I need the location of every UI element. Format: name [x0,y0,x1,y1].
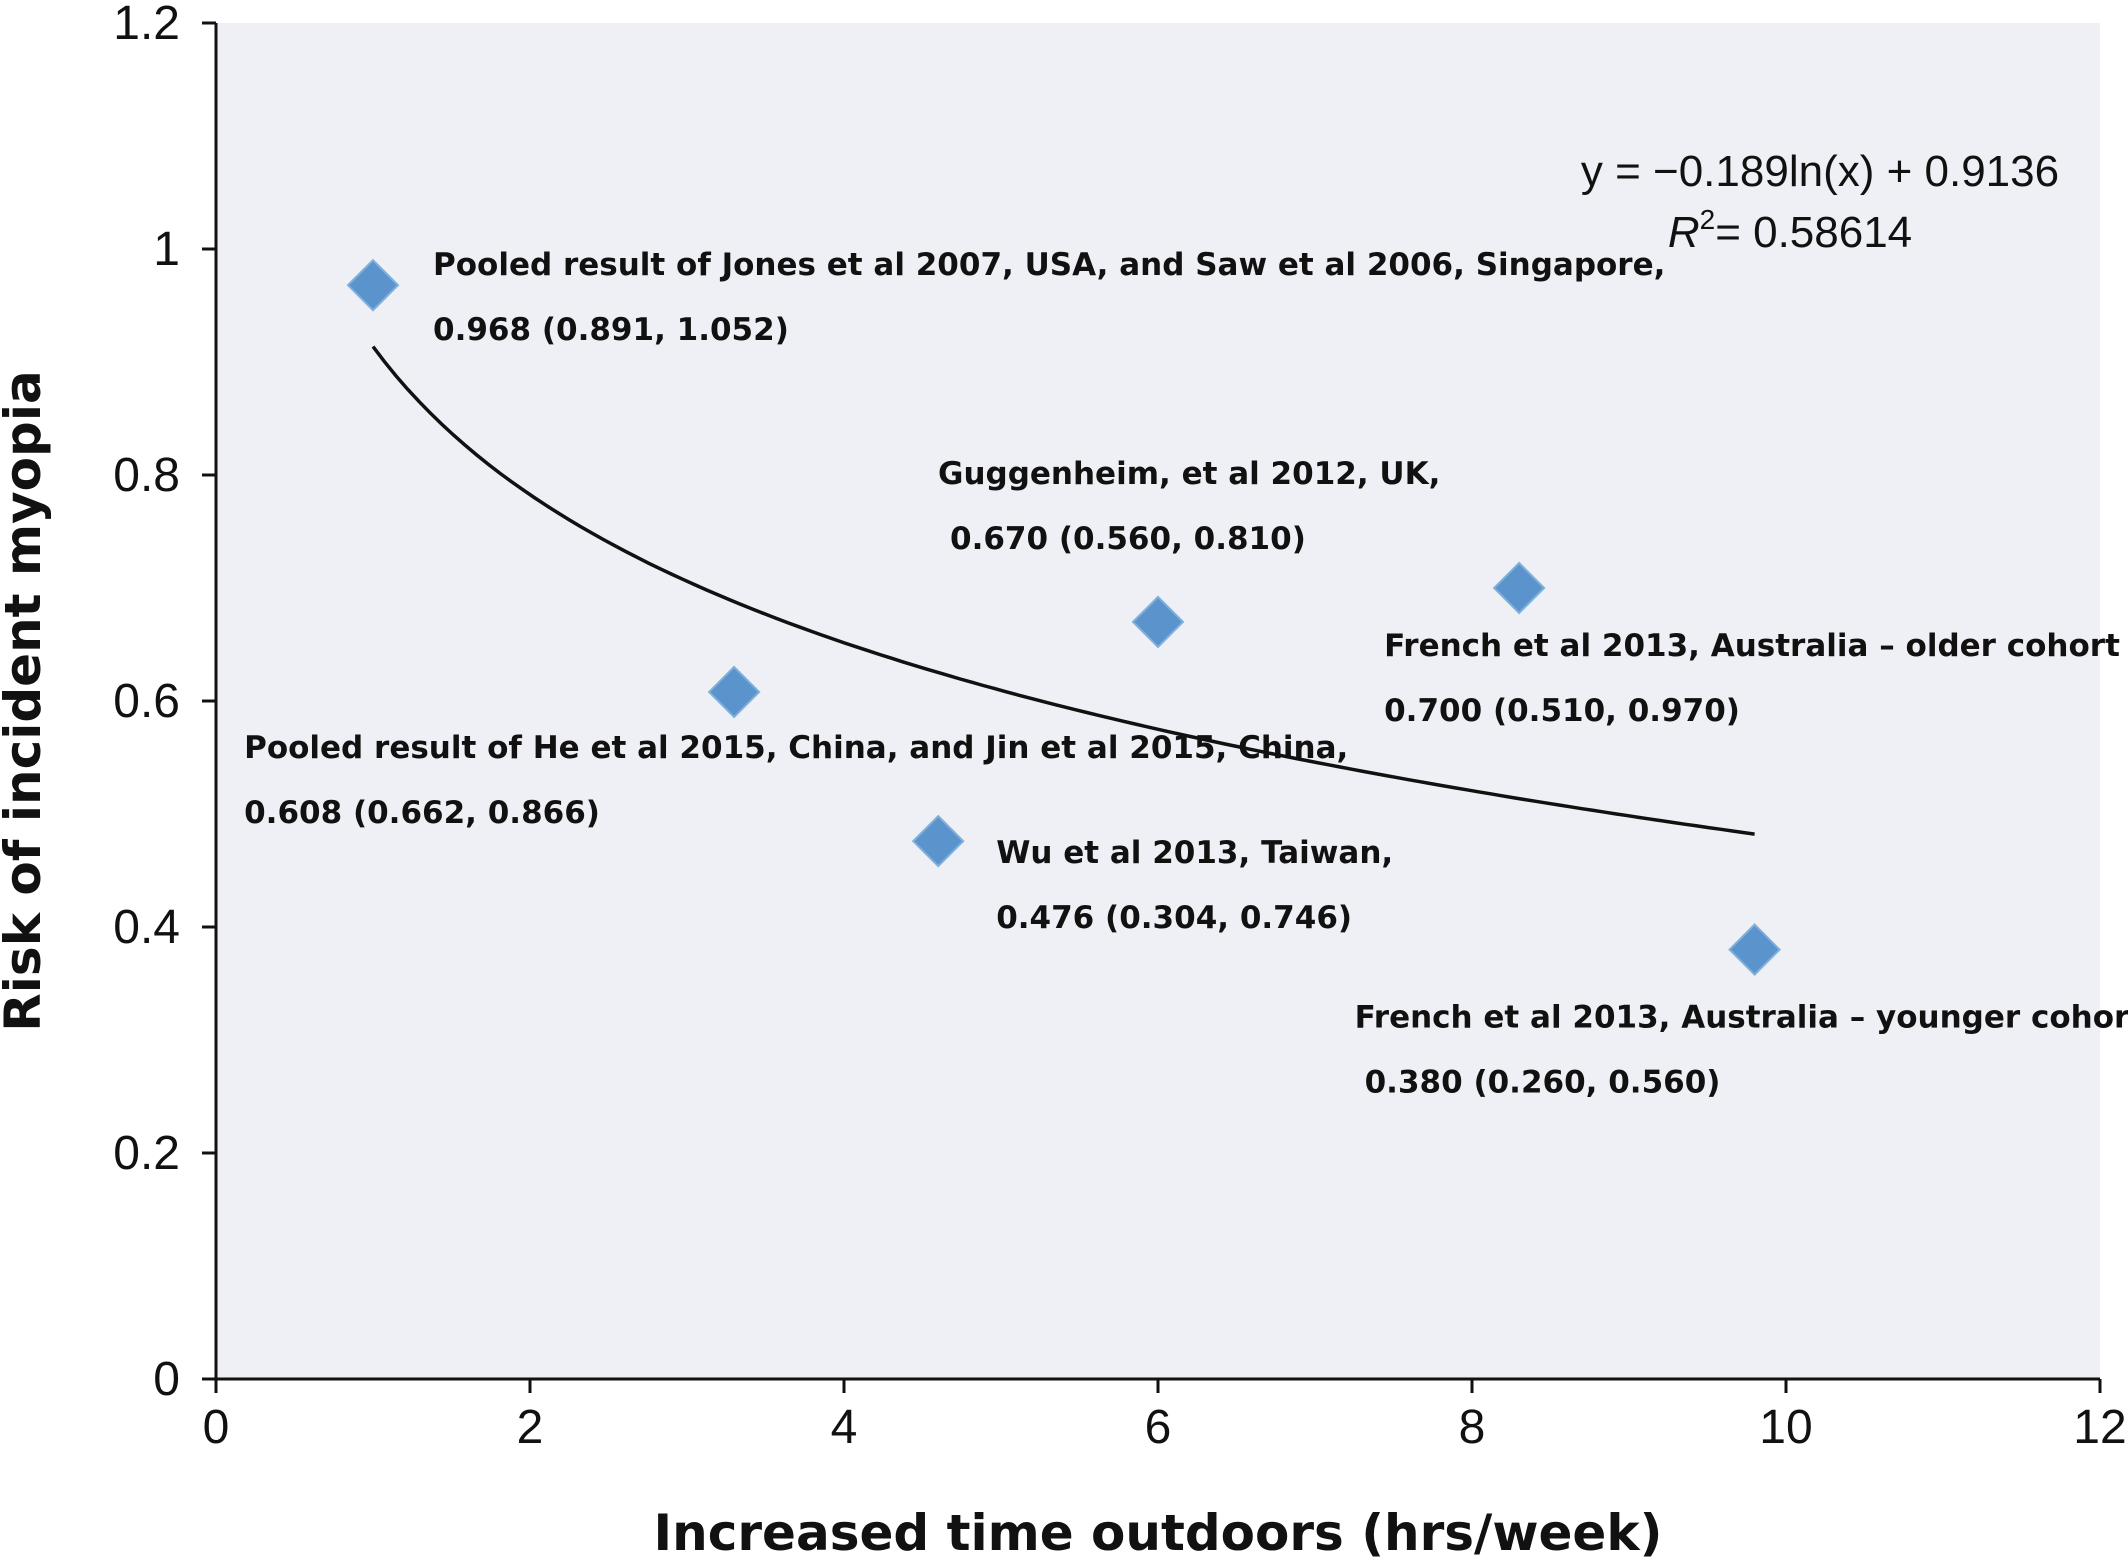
point-label: French et al 2013, Australia – older coh… [1384,628,2120,664]
x-tick-label: 8 [1459,1401,1486,1454]
x-axis-title: Increased time outdoors (hrs/week) [654,1504,1663,1562]
point-label: Wu et al 2013, Taiwan, [996,835,1393,871]
point-value-label: 0.380 (0.260, 0.560) [1365,1065,1721,1101]
y-tick-label: 0 [153,1353,180,1406]
x-tick-label: 2 [517,1401,544,1454]
point-label: French et al 2013, Australia – younger c… [1355,1000,2128,1036]
y-tick-label: 0.6 [113,675,180,728]
x-tick-label: 0 [203,1401,230,1454]
point-value-label: 0.476 (0.304, 0.746) [996,900,1352,936]
data-point [346,258,400,312]
point-label: Guggenheim, et al 2012, UK, [938,456,1440,492]
point-value-label: 0.670 (0.560, 0.810) [950,521,1306,557]
x-tick-label: 4 [831,1401,858,1454]
trendline-layer [371,345,1755,836]
x-tick-label: 6 [1145,1401,1172,1454]
trendline-equation: y = −0.189ln(x) + 0.9136 [1581,147,2059,196]
point-value-label: 0.608 (0.662, 0.866) [244,795,600,831]
plot-area-background [216,23,2100,1379]
data-point [1492,561,1546,615]
annotation-layer: Pooled result of Jones et al 2007, USA, … [244,247,2128,1100]
y-tick-label: 0.4 [113,901,180,954]
data-point [1728,923,1782,977]
x-tick-label: 12 [2073,1401,2126,1454]
y-tick-label: 1.2 [113,0,180,50]
point-value-label: 0.968 (0.891, 1.052) [433,312,789,348]
r-squared-value: = 0.58614 [1715,208,1912,257]
data-point [1131,595,1185,649]
y-axis-title: Risk of incident myopia [0,370,52,1031]
data-point [911,814,965,868]
trendline-curve [371,345,1755,836]
point-value-label: 0.700 (0.510, 0.970) [1384,693,1740,729]
data-point [707,665,761,719]
points-layer [346,258,1782,977]
x-tick-label: 10 [1759,1401,1812,1454]
point-label: Pooled result of He et al 2015, China, a… [244,730,1348,766]
y-axis: 0 0.2 0.4 0.6 0.8 1 1.2 [113,0,218,1406]
y-tick-label: 0.8 [113,449,180,502]
r-squared-label: R2= 0.58614 [1668,204,1912,257]
x-axis: 0 2 4 6 8 10 12 [203,1377,2127,1454]
y-tick-label: 0.2 [113,1127,180,1180]
y-tick-label: 1 [153,223,180,276]
point-label: Pooled result of Jones et al 2007, USA, … [433,247,1665,283]
